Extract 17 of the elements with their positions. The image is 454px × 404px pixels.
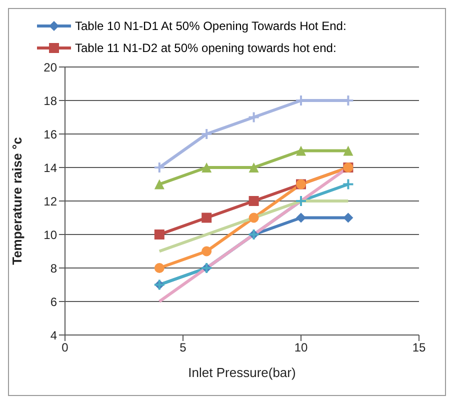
y-tick-label: 12	[44, 194, 58, 208]
x-tick-label: 15	[412, 340, 426, 355]
y-tick-label: 16	[44, 127, 58, 142]
y-tick-label: 14	[44, 160, 58, 175]
x-tick-label: 0	[62, 340, 69, 355]
x-axis-title: Inlet Pressure(bar)	[188, 365, 296, 380]
y-tick-label: 4	[50, 328, 58, 342]
y-axis-title: Temperature raise °c	[10, 137, 25, 265]
y-tick-label: 10	[44, 228, 58, 242]
x-tick-label: 5	[180, 340, 187, 355]
y-tick-label: 20	[44, 60, 58, 74]
y-tick-label: 6	[50, 294, 58, 309]
y-tick-label: 8	[50, 261, 58, 276]
legend-label: Table 10 N1-D1 At 50% Opening Towards Hot End:	[75, 19, 346, 33]
legend-label: Table 11 N1-D2 at 50% opening towards hot end:	[75, 41, 336, 55]
x-tick-label: 10	[294, 340, 308, 355]
y-tick-label: 18	[44, 94, 58, 108]
